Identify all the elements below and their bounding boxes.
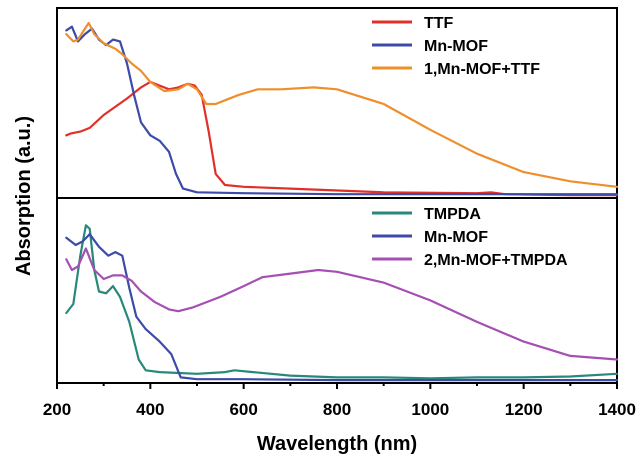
bottom-legend-label-mn-mof: Mn-MOF — [424, 229, 488, 246]
top-series-1-mn-mof-ttf — [65, 21, 619, 188]
x-tick-label-1000: 1000 — [411, 400, 449, 419]
x-tick-label-400: 400 — [136, 400, 164, 419]
x-axis-label: Wavelength (nm) — [257, 433, 417, 455]
bottom-series-mn-mof — [65, 233, 619, 382]
bottom-panel-series — [65, 224, 619, 382]
x-tick-label-1200: 1200 — [505, 400, 543, 419]
x-tick-label-600: 600 — [229, 400, 257, 419]
top-series-mn-mof — [65, 25, 619, 196]
y-axis-label: Absorption (a.u.) — [13, 116, 35, 276]
x-tick-label-200: 200 — [43, 400, 71, 419]
top-panel-frame — [56, 7, 618, 199]
top-legend-label-ttf: TTF — [424, 15, 454, 32]
top-series-ttf — [65, 80, 619, 197]
top-legend-label-mn-mof: Mn-MOF — [424, 38, 488, 55]
bottom-series-tmpda — [65, 224, 619, 380]
x-axis-ticks: 200 400 600 800 1000 1200 1400 — [43, 383, 636, 419]
x-tick-label-1400: 1400 — [598, 400, 636, 419]
legends: TTF Mn-MOF 1,Mn-MOF+TTF TMPDA Mn-MOF 2,Mn-MOF… — [372, 15, 568, 269]
bottom-series-2-mn-mof-tmpda — [65, 247, 619, 361]
bottom-legend-label-2-mn-mof-tmpda: 2,Mn-MOF+TMPDA — [424, 252, 568, 269]
top-legend-label-1-mn-mof-ttf: 1,Mn-MOF+TTF — [424, 61, 540, 78]
bottom-legend-label-tmpda: TMPDA — [424, 206, 481, 223]
top-panel-series — [65, 21, 619, 197]
x-tick-label-800: 800 — [323, 400, 351, 419]
